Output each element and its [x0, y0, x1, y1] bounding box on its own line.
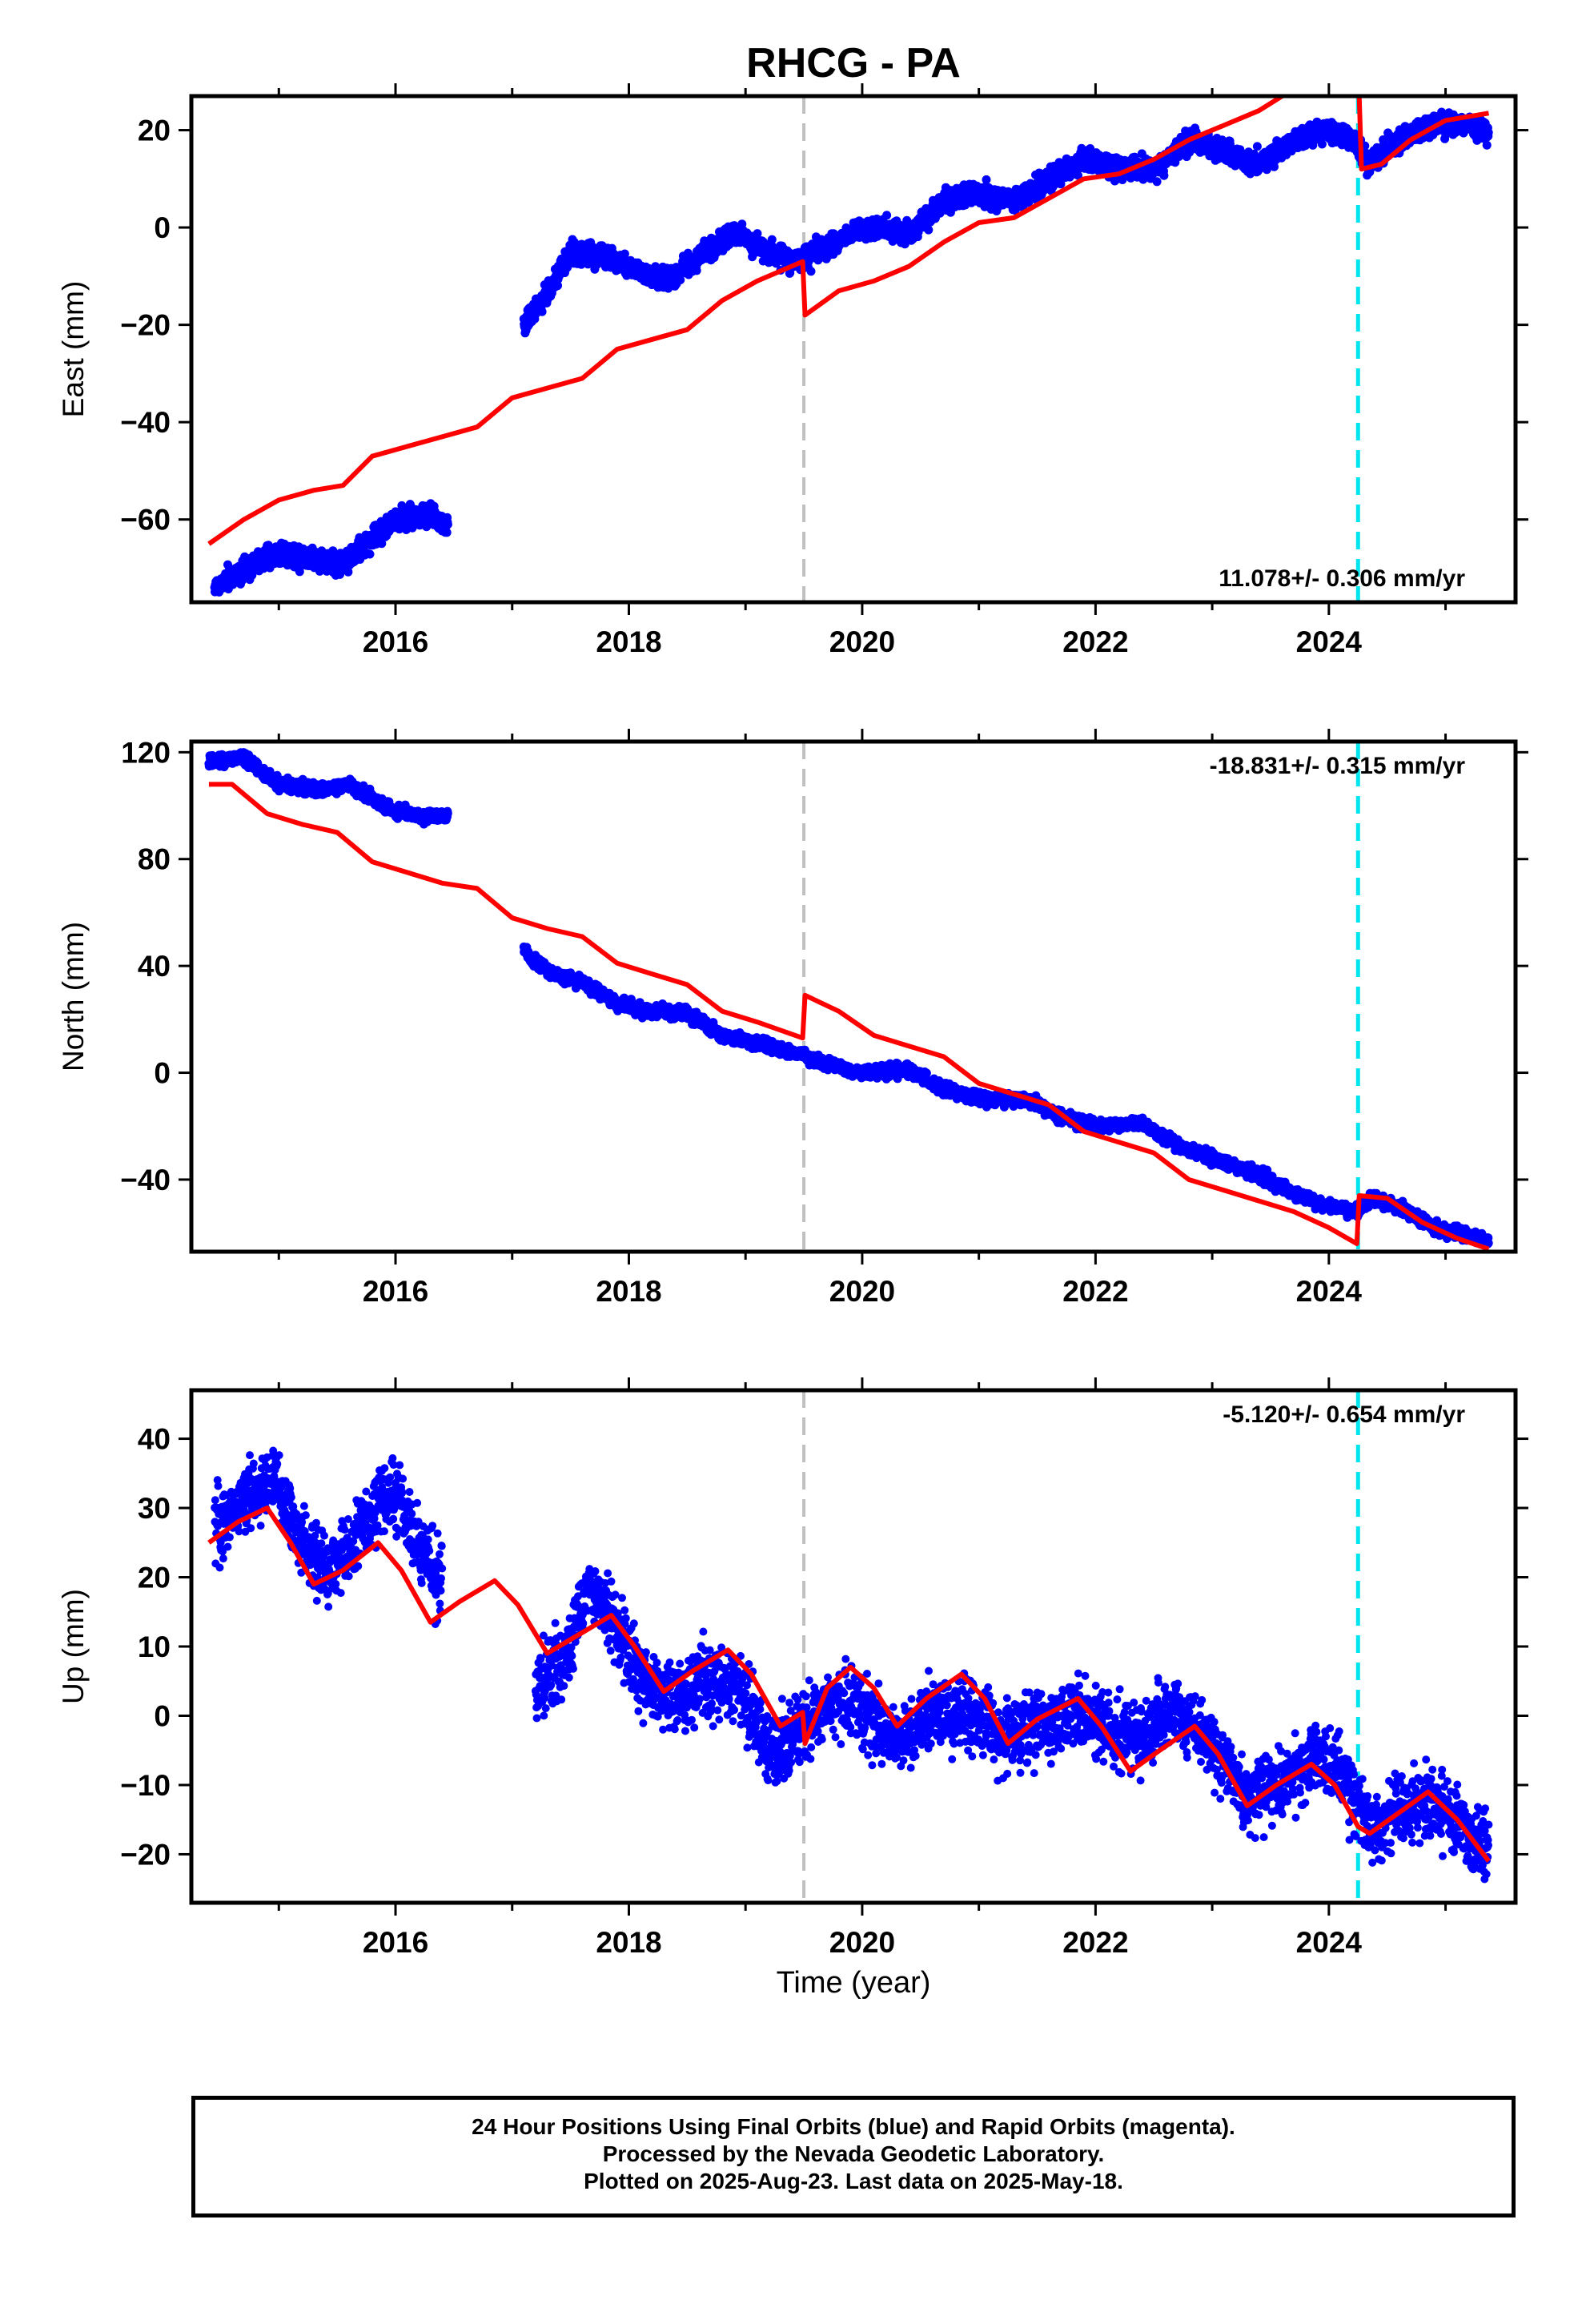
east-observation-point [295, 567, 304, 577]
east-observation-point [1159, 171, 1169, 180]
east-y-tick-label: 20 [138, 115, 171, 147]
east-observation-point [537, 307, 547, 316]
east-observation-point [1056, 179, 1066, 189]
east-x-tick-label: 2022 [1062, 625, 1128, 658]
figure-title: RHCG - PA [746, 40, 961, 86]
panel-east: 2016 2018 2020 2022 2024 −60 −40 −20 0 20 East (mm… [57, 83, 1528, 658]
east-observation-point [377, 539, 387, 549]
east-observation-point [299, 544, 308, 553]
north-observation-point [443, 809, 452, 818]
east-observation-point [767, 235, 777, 244]
east-y-tick-label: −20 [120, 309, 171, 342]
east-y-tick-label: −40 [120, 406, 171, 439]
east-observation-point [343, 567, 353, 577]
north-plot-area [204, 742, 1493, 1252]
east-rate-label: 11.078+/- 0.306 mm/yr [1219, 565, 1465, 592]
east-observation-point [1312, 117, 1322, 127]
east-observation-point [1317, 139, 1327, 149]
east-observation-point [692, 266, 701, 275]
east-observation-point [365, 549, 375, 559]
east-observation-point [1252, 142, 1262, 151]
east-observation-series [210, 107, 1493, 597]
east-observation-point [1270, 162, 1279, 171]
east-observation-point [785, 268, 795, 278]
east-y-tick-label: 0 [154, 211, 171, 244]
east-observation-point [753, 229, 762, 239]
east-observation-point [1484, 128, 1493, 137]
east-observation-point [442, 528, 452, 537]
north-observation-series [204, 748, 1493, 1249]
east-observation-point [882, 211, 892, 220]
east-y-tick-label: −60 [120, 504, 171, 537]
east-x-tick-label: 2016 [363, 625, 428, 658]
east-observation-point [982, 175, 991, 184]
east-model-line [207, 96, 1284, 546]
east-observation-point [924, 225, 934, 235]
east-observation-point [553, 281, 563, 291]
east-model-line-after-event [1356, 96, 1489, 172]
east-x-tick-label: 2020 [829, 625, 895, 658]
east-plot-area [207, 96, 1493, 602]
east-observation-point [1074, 171, 1082, 180]
east-observation-point [620, 249, 629, 259]
east-observation-point [443, 520, 452, 529]
east-x-tick-label: 2024 [1296, 625, 1363, 658]
east-observation-point [563, 263, 572, 272]
east-observation-point [1482, 140, 1492, 150]
east-x-tick-label: 2018 [596, 625, 661, 658]
east-observation-point [806, 267, 816, 276]
east-observation-point [1152, 177, 1162, 187]
east-frame [189, 94, 1518, 605]
east-y-axis-label: East (mm) [57, 281, 90, 418]
